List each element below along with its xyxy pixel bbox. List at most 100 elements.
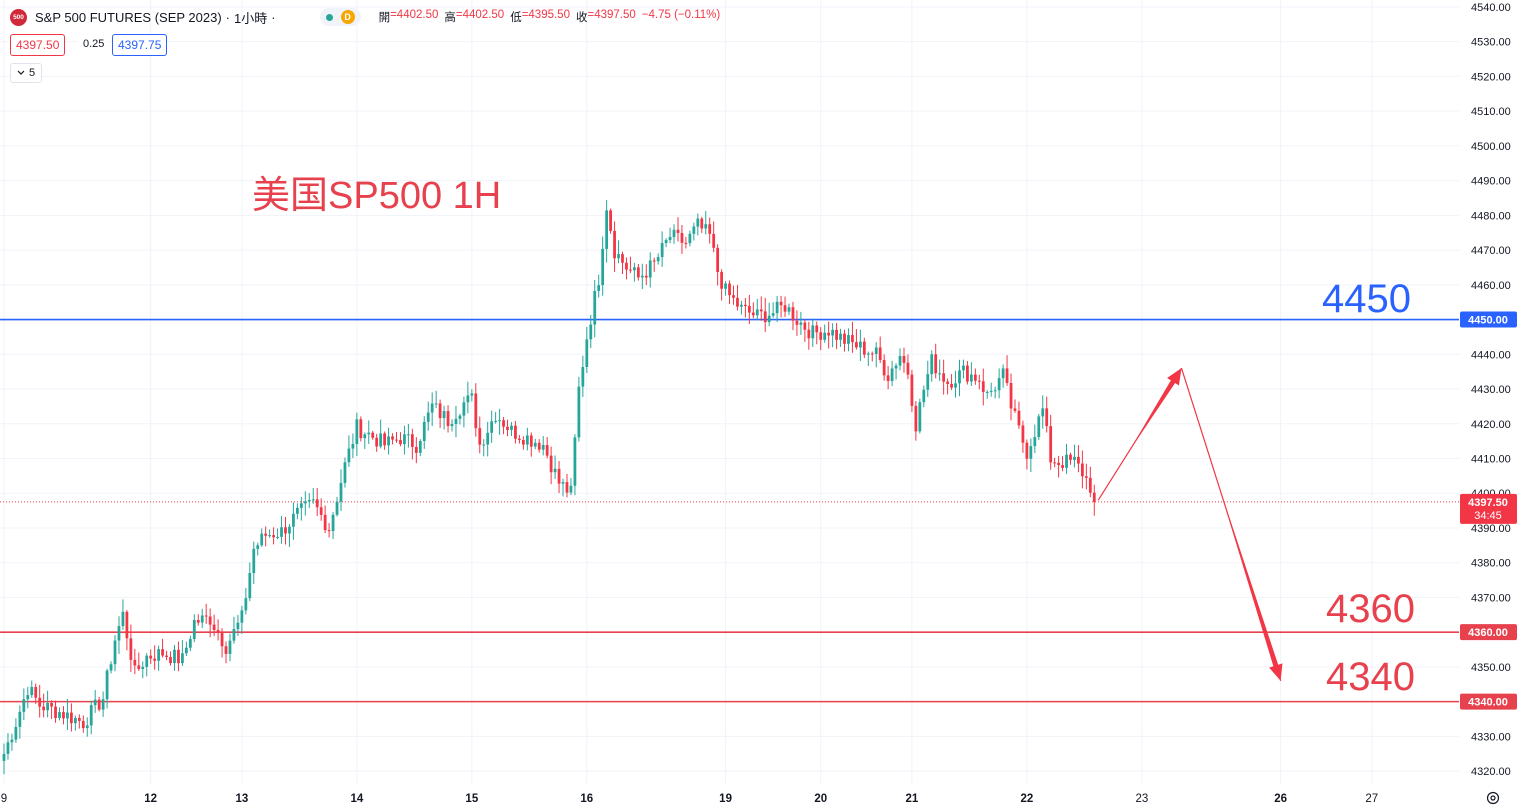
time-tick-label: 14 — [350, 793, 363, 805]
candle-body — [593, 290, 597, 325]
candle-body — [434, 403, 438, 405]
candle-body — [629, 269, 632, 271]
candle-body — [740, 304, 743, 307]
candle-body — [446, 411, 450, 427]
candle-body — [962, 365, 965, 371]
candle-body — [391, 436, 394, 440]
buy-price-button[interactable]: 4397.75 — [112, 34, 168, 56]
candle-body — [922, 389, 926, 403]
last-price-text: 4397.50 — [1468, 497, 1508, 509]
candle-body — [601, 248, 605, 286]
candle-body — [359, 419, 363, 439]
candle-body — [54, 706, 57, 719]
candle-body — [636, 267, 640, 278]
candle-body — [462, 402, 466, 416]
price-tick-label: 4530.00 — [1471, 37, 1511, 49]
price-tick-label: 4490.00 — [1471, 176, 1511, 188]
candle-body — [977, 380, 981, 382]
candle-body — [1049, 426, 1053, 463]
candle-body — [803, 322, 807, 330]
sell-price-button[interactable]: 4397.50 — [10, 34, 66, 56]
candle-body — [569, 485, 573, 493]
candles — [2, 200, 1096, 775]
interval-label[interactable]: 1小時 — [234, 10, 268, 26]
price-tick-label: 4500.00 — [1471, 141, 1511, 153]
candle-body — [113, 640, 117, 665]
candle-body — [589, 324, 593, 340]
candle-body — [1017, 410, 1021, 426]
candle-body — [26, 695, 30, 700]
candle-body — [430, 403, 434, 413]
candle-body — [117, 626, 121, 641]
symbol-title[interactable]: S&P 500 FUTURES (SEP 2023) — [35, 9, 222, 25]
candle-body — [525, 435, 529, 445]
annotation-4340[interactable]: 4340 — [1326, 655, 1415, 699]
candle-body — [216, 630, 220, 634]
candle-body — [50, 703, 53, 707]
candle-body — [692, 226, 696, 234]
candle-body — [141, 666, 145, 670]
annotation-4450[interactable]: 4450 — [1322, 277, 1411, 321]
candle-body — [212, 624, 216, 631]
indicators-toggle-button[interactable]: 5 — [10, 63, 42, 83]
candle-body — [942, 373, 946, 382]
price-tick-label: 4470.00 — [1471, 245, 1511, 257]
candle-body — [617, 254, 620, 259]
price-tick-label: 4460.00 — [1471, 280, 1511, 292]
settings-gear-icon[interactable] — [1485, 790, 1501, 806]
candle-body — [894, 365, 898, 369]
candle-body — [795, 320, 799, 325]
candle-body — [22, 699, 26, 712]
candle-body — [319, 507, 323, 515]
candle-body — [89, 705, 93, 726]
candle-body — [347, 448, 351, 463]
price-tick-label: 4390.00 — [1471, 523, 1511, 535]
bar-countdown-text: 34:45 — [1474, 510, 1502, 522]
candle-body — [1009, 382, 1013, 409]
chart-annotation-title[interactable]: 美国SP500 1H — [252, 175, 502, 217]
candle-body — [196, 619, 200, 623]
candle-body — [181, 653, 184, 664]
projection-arrow — [1127, 368, 1182, 454]
candle-body — [506, 426, 509, 430]
candle-body — [228, 640, 232, 654]
time-axis[interactable]: 9 12 13 14 15 16 19 20 21 22 23 26 27 — [1, 793, 1378, 805]
candle-body — [62, 712, 65, 719]
market-status[interactable]: D — [319, 8, 361, 26]
time-tick-label: 9 — [1, 793, 7, 805]
price-axis[interactable]: 4320.00 4330.00 4340.00 4350.00 4360.00 4370.… — [1459, 0, 1519, 810]
candle-body — [327, 530, 331, 532]
candle-body — [1001, 368, 1005, 379]
candle-body — [58, 712, 61, 719]
candle-body — [954, 383, 957, 388]
level-badge-text-4450: 4450.00 — [1468, 315, 1508, 327]
candle-body — [732, 295, 735, 298]
candle-body — [811, 325, 815, 339]
candle-body — [1073, 456, 1076, 460]
level-badge-4340 — [1460, 693, 1517, 710]
candle-body — [85, 725, 89, 729]
candle-body — [474, 393, 478, 429]
indicators-count: 5 — [28, 67, 36, 79]
candle-body — [926, 374, 930, 390]
candle-body — [383, 433, 386, 446]
candle-body — [751, 312, 755, 316]
level-badge-4450 — [1460, 311, 1517, 328]
candle-body — [858, 341, 862, 348]
projection-arrow — [1216, 477, 1283, 681]
candle-body — [30, 686, 34, 696]
candle-body — [276, 536, 279, 538]
candle-body — [422, 421, 426, 442]
candle-body — [966, 365, 969, 382]
candle-body — [541, 444, 545, 450]
candle-body — [109, 664, 113, 671]
price-tick-label: 4370.00 — [1471, 592, 1511, 604]
candle-body — [958, 370, 961, 384]
candle-body — [545, 444, 549, 456]
candle-body — [537, 442, 541, 450]
time-tick-label: 21 — [906, 793, 919, 805]
candle-body — [438, 403, 442, 419]
annotation-4360[interactable]: 4360 — [1326, 587, 1415, 631]
candle-body — [1084, 476, 1088, 478]
